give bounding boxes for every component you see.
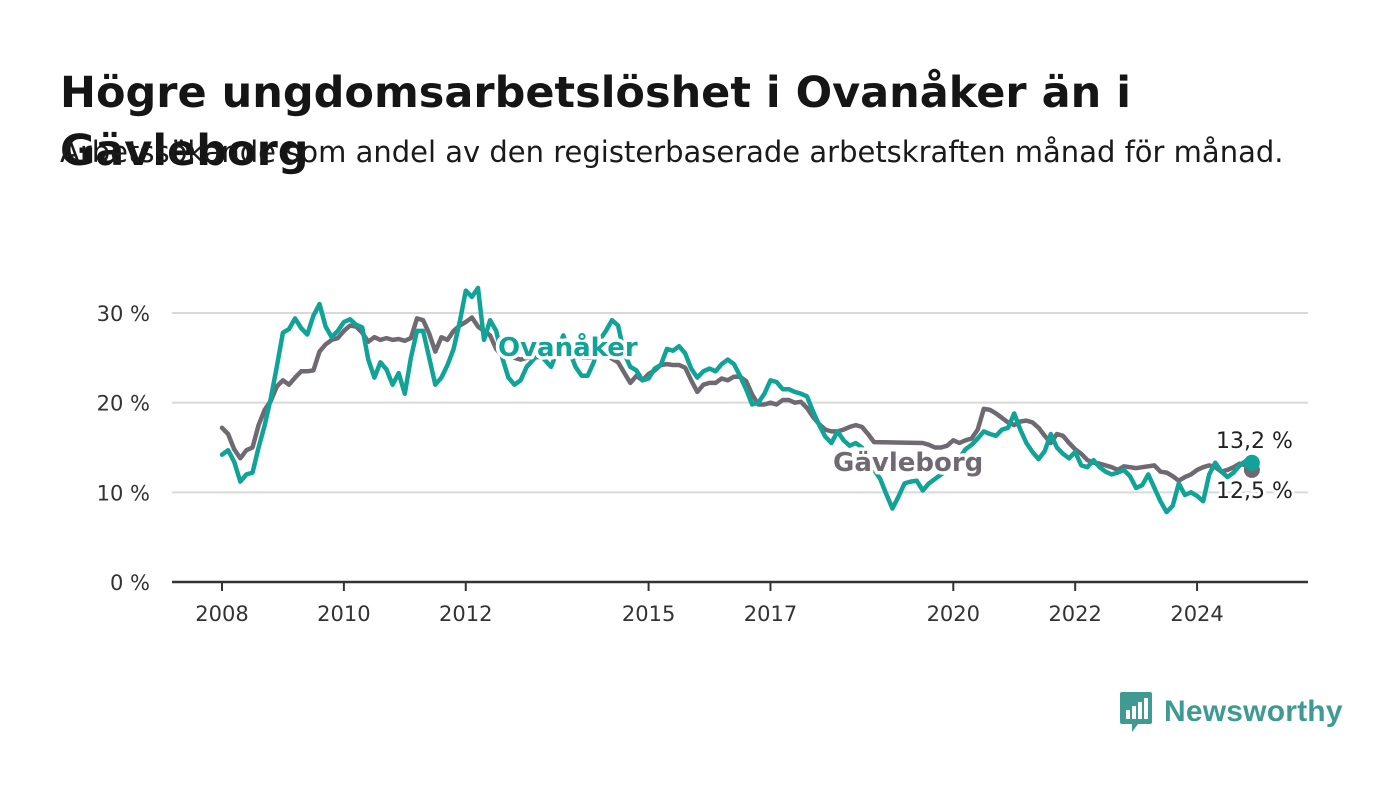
x-tick-label: 2022 xyxy=(1048,602,1101,626)
series-line-ovanaker xyxy=(219,285,1255,515)
series-label-gavleborg: Gävleborg xyxy=(833,448,983,478)
end-dot-ovanaker xyxy=(1243,454,1260,471)
x-tick-label: 2008 xyxy=(195,602,248,626)
x-tick-label: 2024 xyxy=(1170,602,1223,626)
series-label-ovanaker: Ovanåker xyxy=(498,331,638,363)
chart-subtitle: Arbetssökande som andel av den registerb… xyxy=(60,135,1284,169)
y-tick-label: 20 % xyxy=(97,392,150,416)
end-label-ovanaker: 13,2 % xyxy=(1216,429,1293,454)
x-tick-label: 2017 xyxy=(744,602,797,626)
newsworthy-logo-icon xyxy=(1120,692,1152,732)
brand-name: Newsworthy xyxy=(1164,695,1343,728)
y-tick-label: 0 % xyxy=(110,571,150,595)
chart-title: Högre ungdomsarbetslöshet i Ovanåker än … xyxy=(60,68,1131,176)
end-dots xyxy=(1243,454,1260,478)
y-axis: 0 % 10 % 20 % 30 % xyxy=(97,302,150,595)
grid-lines xyxy=(172,312,1308,494)
x-tick-label: 2010 xyxy=(317,602,370,626)
series-line-gavleborg xyxy=(219,315,1255,483)
x-tick-label: 2020 xyxy=(927,602,980,626)
y-tick-label: 30 % xyxy=(97,302,150,326)
x-axis: 2008 2010 2012 2015 2017 2020 2022 2024 xyxy=(172,580,1308,626)
series-lines xyxy=(219,285,1255,515)
y-tick-label: 10 % xyxy=(97,481,150,505)
x-tick-label: 2015 xyxy=(622,602,675,626)
end-label-gavleborg: 12,5 % xyxy=(1216,479,1293,504)
series-labels: Ovanåker Gävleborg 13,2 % 12,5 % xyxy=(495,328,1296,508)
x-tick-label: 2012 xyxy=(439,602,492,626)
brand-logo: Newsworthy xyxy=(1118,688,1343,736)
